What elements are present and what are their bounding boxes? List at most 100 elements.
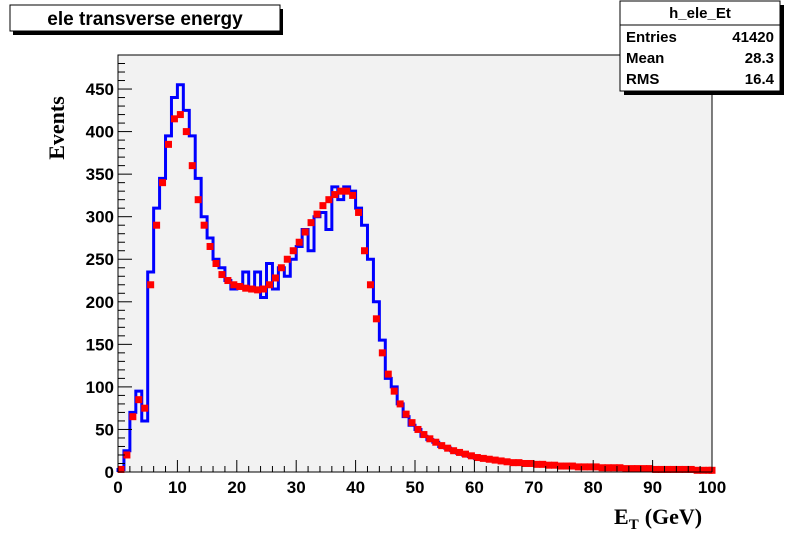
- reference-marker: [610, 464, 618, 472]
- reference-marker: [634, 465, 642, 473]
- stats-mean-label: Mean: [626, 50, 664, 67]
- reference-marker: [432, 438, 440, 446]
- reference-marker: [396, 400, 404, 408]
- reference-marker: [277, 264, 285, 272]
- y-tick-label: 50: [95, 420, 114, 439]
- x-tick-label: 80: [584, 478, 603, 497]
- x-tick-label: 100: [698, 478, 726, 497]
- reference-marker: [182, 128, 190, 136]
- x-axis-title-unit: (GeV): [645, 504, 702, 529]
- reference-marker: [562, 462, 570, 470]
- reference-marker: [200, 221, 208, 229]
- reference-marker: [652, 465, 660, 473]
- reference-marker: [699, 466, 707, 474]
- reference-marker: [574, 463, 582, 471]
- reference-marker: [515, 459, 523, 467]
- reference-marker: [539, 460, 547, 468]
- stats-entries-label: Entries: [626, 29, 677, 46]
- reference-marker: [675, 465, 683, 473]
- reference-marker: [461, 450, 469, 458]
- x-tick-label: 90: [643, 478, 662, 497]
- reference-marker: [640, 465, 648, 473]
- reference-marker: [663, 465, 671, 473]
- reference-marker: [402, 410, 410, 418]
- y-tick-label: 0: [105, 463, 114, 482]
- reference-marker: [414, 425, 422, 433]
- y-axis-title: Events: [44, 96, 69, 160]
- x-tick-label: 10: [168, 478, 187, 497]
- reference-marker: [313, 210, 321, 218]
- reference-marker: [170, 115, 178, 123]
- reference-marker: [557, 462, 565, 470]
- reference-marker: [289, 247, 297, 255]
- y-tick-label: 400: [86, 123, 114, 142]
- reference-marker: [444, 444, 452, 452]
- reference-marker: [337, 187, 345, 195]
- reference-marker: [604, 464, 612, 472]
- reference-marker: [230, 281, 238, 289]
- reference-marker: [390, 387, 398, 395]
- reference-marker: [331, 191, 339, 199]
- reference-marker: [265, 281, 273, 289]
- reference-marker: [361, 247, 369, 255]
- reference-marker: [343, 187, 351, 195]
- reference-marker: [248, 285, 256, 293]
- reference-marker: [164, 140, 172, 148]
- reference-marker: [307, 219, 315, 227]
- reference-marker: [509, 459, 517, 467]
- chart-title-box: ele transverse energy: [9, 4, 283, 35]
- reference-marker: [420, 431, 428, 439]
- stats-rms-label: RMS: [626, 71, 659, 88]
- reference-marker: [236, 282, 244, 290]
- reference-marker: [141, 404, 149, 412]
- y-tick-label: 250: [86, 250, 114, 269]
- reference-marker: [123, 451, 131, 459]
- y-tick-label: 200: [86, 293, 114, 312]
- reference-marker: [687, 465, 695, 473]
- stats-box: h_ele_Et Entries 41420 Mean 28.3 RMS 16.…: [619, 0, 784, 95]
- reference-marker: [479, 454, 487, 462]
- reference-marker: [159, 179, 167, 187]
- reference-marker: [551, 461, 559, 469]
- reference-marker: [503, 458, 511, 466]
- x-tick-label: 0: [113, 478, 122, 497]
- reference-marker: [616, 464, 624, 472]
- reference-marker: [295, 238, 303, 246]
- reference-marker: [325, 196, 333, 204]
- reference-marker: [628, 465, 636, 473]
- reference-marker: [467, 452, 475, 460]
- reference-marker: [533, 460, 541, 468]
- reference-marker: [301, 228, 309, 236]
- reference-marker: [153, 221, 161, 229]
- reference-marker: [384, 370, 392, 378]
- reference-marker: [135, 396, 143, 404]
- x-tick-label: 30: [287, 478, 306, 497]
- reference-marker: [212, 260, 220, 267]
- chart-title: ele transverse energy: [47, 9, 243, 30]
- reference-marker: [260, 285, 268, 293]
- plot-area: [117, 54, 713, 473]
- reference-marker: [194, 196, 202, 204]
- stats-mean-value: 28.3: [745, 50, 774, 67]
- reference-marker: [681, 465, 689, 473]
- reference-marker: [456, 448, 464, 456]
- x-tick-label: 40: [346, 478, 365, 497]
- reference-marker: [242, 284, 250, 292]
- reference-marker: [568, 462, 576, 470]
- reference-marker: [117, 465, 125, 473]
- reference-marker: [271, 274, 279, 282]
- reference-marker: [598, 464, 606, 472]
- y-tick-label: 350: [86, 165, 114, 184]
- reference-marker: [491, 456, 499, 464]
- y-tick-label: 150: [86, 335, 114, 354]
- reference-marker: [224, 277, 232, 285]
- reference-marker: [206, 242, 214, 250]
- reference-marker: [319, 202, 327, 210]
- reference-marker: [129, 413, 137, 421]
- reference-marker: [521, 459, 529, 467]
- reference-marker: [485, 455, 493, 463]
- reference-marker: [378, 349, 386, 357]
- reference-marker: [586, 463, 594, 471]
- reference-marker: [176, 111, 184, 119]
